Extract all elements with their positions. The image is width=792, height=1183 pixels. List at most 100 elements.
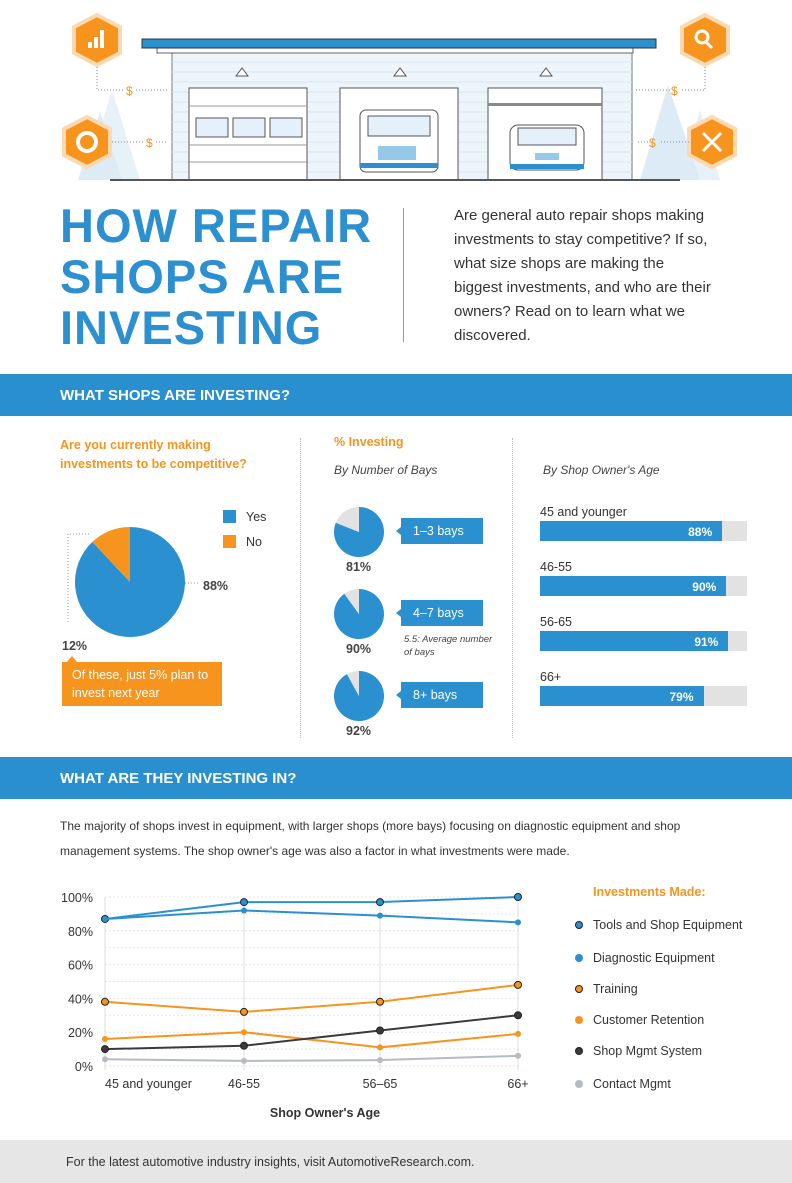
y-tick-label: 40% (68, 992, 93, 1006)
legend-item: Shop Mgmt System (575, 1044, 702, 1058)
garage-illustration: $ $ $ $ (62, 12, 737, 181)
legend-item: Customer Retention (575, 1013, 704, 1027)
page-title: HOW REPAIR SHOPS ARE INVESTING (60, 200, 372, 353)
bar-chart-icon (88, 30, 104, 48)
data-point (376, 997, 384, 1006)
callout-box: Of these, just 5% plan to invest next ye… (62, 662, 222, 706)
data-point (241, 1029, 247, 1036)
data-point (240, 1007, 248, 1016)
age-bar: 88% (540, 521, 723, 541)
y-tick-label: 80% (68, 925, 93, 939)
age-label: 66+ (540, 670, 562, 684)
y-tick-label: 100% (61, 891, 93, 905)
legend-swatch-yes (223, 510, 236, 523)
data-point (515, 919, 521, 926)
data-point (514, 980, 522, 989)
data-point (102, 1056, 108, 1063)
title-line: INVESTING (60, 301, 323, 354)
age-bar: 90% (540, 576, 727, 596)
title-line: HOW REPAIR (60, 199, 373, 252)
data-point (514, 1011, 522, 1020)
age-bar-track: 88% (540, 521, 747, 541)
data-point (240, 1041, 248, 1050)
series-line (104, 909, 519, 924)
title-line: SHOPS ARE (60, 250, 345, 303)
data-point (514, 893, 522, 901)
age-label: 45 and younger (540, 505, 627, 519)
search-icon (694, 29, 714, 50)
avg-bays-note: 5.5: Average number of bays (404, 634, 493, 658)
legend-item: Diagnostic Equipment (575, 951, 715, 965)
bay-category-tag: 1–3 bays (396, 518, 483, 544)
section-heading: WHAT SHOPS ARE INVESTING? (0, 374, 792, 416)
age-bar-track: 91% (540, 631, 747, 651)
pie-label-no: 12% (62, 639, 88, 653)
age-subtitle: By Shop Owner's Age (543, 463, 660, 477)
data-point (377, 1057, 383, 1064)
dollar-icon: $ (146, 136, 153, 150)
divider (403, 208, 404, 342)
pie-slice-not-investing (346, 671, 359, 696)
x-tick-label: 66+ (507, 1077, 528, 1091)
pie-slice-no (92, 527, 130, 582)
x-tick-label: 56–65 (363, 1077, 398, 1091)
data-point (240, 898, 248, 907)
series-line (104, 1031, 519, 1049)
age-label: 46-55 (540, 560, 572, 574)
legend-item: Training (575, 982, 638, 996)
dollar-icon: $ (671, 84, 678, 98)
legend-label-yes: Yes (246, 510, 267, 524)
bay-pie-chart (334, 507, 384, 557)
legend-label: Training (593, 982, 638, 996)
age-bar-track: 79% (540, 686, 747, 706)
y-tick-label: 60% (68, 959, 93, 973)
x-tick-label: 46-55 (228, 1077, 260, 1091)
tools-icon (701, 131, 723, 153)
series-line (104, 896, 519, 920)
pie-slice-not-investing (335, 507, 359, 532)
data-point (241, 1057, 247, 1064)
legend-swatch-no (223, 535, 236, 548)
legend-marker (575, 954, 583, 962)
legend-marker (575, 921, 583, 929)
bay-category-tag: 4–7 bays (396, 600, 483, 626)
data-point (376, 1026, 384, 1035)
data-point (102, 915, 108, 922)
legend-label: Diagnostic Equipment (593, 951, 715, 965)
bay-pie-chart (334, 671, 384, 721)
legend-item: Tools and Shop Equipment (575, 918, 742, 932)
y-tick-label: 20% (68, 1026, 93, 1040)
footer: For the latest automotive industry insig… (0, 1140, 792, 1183)
data-point (101, 997, 109, 1006)
bay-pie-chart (334, 589, 384, 639)
divider (512, 438, 513, 738)
legend-item: Contact Mgmt (575, 1077, 671, 1091)
bay-category-tag: 8+ bays (396, 682, 483, 708)
legend-label: Contact Mgmt (593, 1077, 671, 1091)
series-line (104, 1054, 519, 1062)
age-label: 56-65 (540, 615, 572, 629)
data-point (515, 1030, 521, 1037)
legend-marker (575, 985, 583, 993)
pie-label-yes: 88% (203, 579, 229, 593)
data-point (101, 1045, 109, 1054)
age-bar-track: 90% (540, 576, 747, 596)
x-tick-label: 45 and younger (105, 1077, 192, 1091)
divider (300, 438, 301, 738)
data-point (376, 898, 384, 907)
investments-line-chart: 0% 20% 40% 60% 80% 100% 45 and younger 46-55 56–… (61, 891, 529, 1120)
dollar-icon: $ (126, 84, 133, 98)
legend-marker (575, 1080, 583, 1088)
data-point (102, 1035, 108, 1042)
section-paragraph: The majority of shops invest in equipmen… (60, 819, 681, 858)
investing-pie-chart (67, 527, 198, 637)
age-bar: 91% (540, 631, 729, 651)
series-line (104, 983, 519, 1013)
legend-label: Tools and Shop Equipment (593, 918, 743, 932)
legend-marker (575, 1047, 583, 1055)
data-point (377, 1044, 383, 1051)
bays-subtitle: By Number of Bays (334, 463, 438, 477)
legend-label-no: No (246, 535, 262, 549)
legend-label: Customer Retention (593, 1013, 705, 1027)
bay-pie-label: 81% (346, 560, 372, 574)
